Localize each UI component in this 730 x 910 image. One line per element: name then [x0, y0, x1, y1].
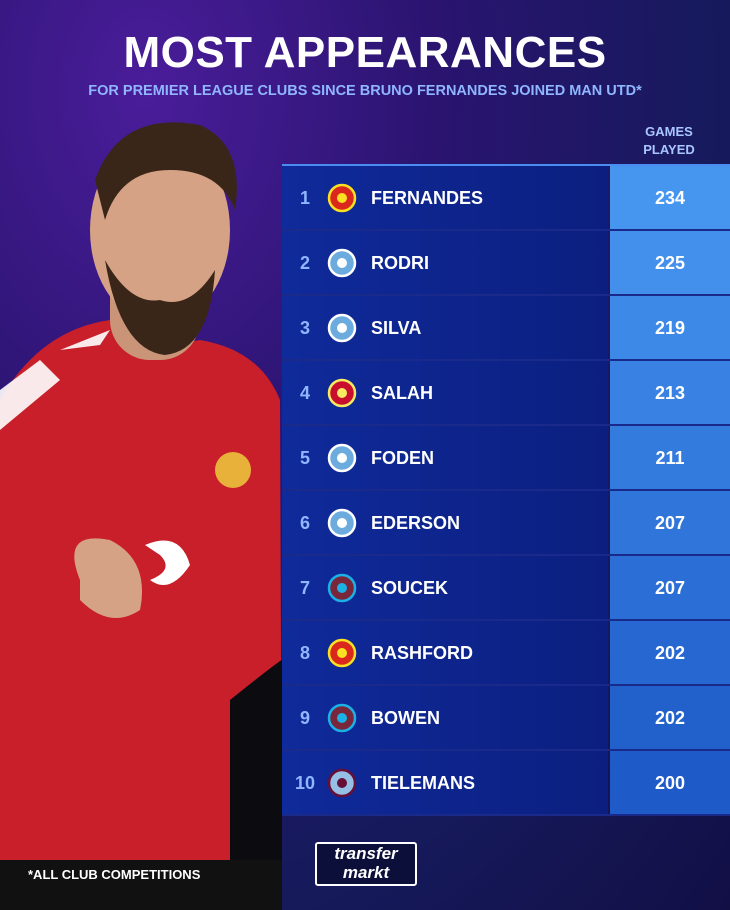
club-crest: [327, 638, 357, 668]
transfermarkt-logo: transfer markt: [315, 842, 417, 886]
row-value-cell: 225: [610, 231, 730, 294]
player-name: FERNANDES: [371, 188, 484, 208]
rank: 3: [299, 318, 310, 338]
row-left: 7 SOUCEK: [282, 556, 608, 619]
games-played: 213: [654, 383, 686, 403]
row-value-cell: 234: [610, 166, 730, 229]
rank: 1: [299, 188, 310, 208]
rank: 10: [294, 773, 316, 793]
games-played: 207: [654, 578, 686, 598]
games-played: 207: [654, 513, 686, 533]
club-crest: [327, 378, 357, 408]
rank: 4: [299, 383, 310, 403]
logo-text: transfer: [334, 844, 398, 863]
rank: 5: [299, 448, 310, 468]
row-value-cell: 211: [610, 426, 730, 489]
table-row: 1 FERNANDES 234: [282, 166, 730, 231]
row-value-cell: 207: [610, 491, 730, 554]
club-crest: [327, 183, 357, 213]
row-left: 4 SALAH: [282, 361, 608, 424]
row-value-cell: 200: [610, 751, 730, 814]
row-left: 9 BOWEN: [282, 686, 608, 749]
games-played: 200: [654, 773, 686, 793]
club-crest: [327, 573, 357, 603]
row-left: 3 SILVA: [282, 296, 608, 359]
player-name: RASHFORD: [371, 643, 473, 663]
table-row: 4 SALAH 213: [282, 361, 730, 426]
row-left: 5 FODEN: [282, 426, 608, 489]
row-left: 6 EDERSON: [282, 491, 608, 554]
player-name: SOUCEK: [371, 578, 449, 598]
row-left: 8 RASHFORD: [282, 621, 608, 684]
table-row: 10 TIELEMANS 200: [282, 751, 730, 816]
player-illustration: [0, 122, 282, 910]
rank: 9: [299, 708, 310, 728]
table-row: 5 FODEN 211: [282, 426, 730, 491]
title: MOST APPEARANCES: [123, 28, 607, 77]
club-crest: [327, 248, 357, 278]
subtitle: FOR PREMIER LEAGUE CLUBS SINCE BRUNO FER…: [88, 83, 642, 99]
rank: 8: [299, 643, 310, 663]
player-name: RODRI: [371, 253, 429, 273]
player-name: EDERSON: [371, 513, 461, 533]
column-header: GAMES PLAYED: [643, 124, 695, 157]
row-value-cell: 207: [610, 556, 730, 619]
row-left: 2 RODRI: [282, 231, 608, 294]
club-crest: [327, 768, 357, 798]
games-played: 211: [655, 448, 685, 468]
club-crest: [327, 443, 357, 473]
club-crest: [327, 508, 357, 538]
table-row: 2 RODRI 225: [282, 231, 730, 296]
logo-text: markt: [342, 863, 390, 882]
ranking-table: 1 FERNANDES 234 2 RODRI 225 3 SILVA 219 4 SALAH 213…: [282, 164, 730, 816]
row-value-cell: 202: [610, 686, 730, 749]
club-crest: [327, 703, 357, 733]
player-name: SILVA: [371, 318, 422, 338]
table-row: 3 SILVA 219: [282, 296, 730, 361]
rank: 7: [299, 578, 310, 598]
games-played: 234: [654, 188, 686, 208]
table-row: 6 EDERSON 207: [282, 491, 730, 556]
table-row: 7 SOUCEK 207: [282, 556, 730, 621]
games-played: 225: [654, 253, 686, 273]
row-left: 1 FERNANDES: [282, 166, 608, 229]
row-left: 10 TIELEMANS: [282, 751, 608, 814]
row-value-cell: 213: [610, 361, 730, 424]
games-played: 202: [654, 708, 686, 728]
rank: 2: [299, 253, 310, 273]
player-name: BOWEN: [371, 708, 440, 728]
player-name: SALAH: [371, 383, 433, 403]
rank: 6: [299, 513, 310, 533]
table-row: 9 BOWEN 202: [282, 686, 730, 751]
player-name: FODEN: [371, 448, 434, 468]
row-value-cell: 219: [610, 296, 730, 359]
table-row: 8 RASHFORD 202: [282, 621, 730, 686]
club-crest: [327, 313, 357, 343]
games-played: 219: [654, 318, 686, 338]
player-name: TIELEMANS: [371, 773, 476, 793]
games-played: 202: [654, 643, 686, 663]
footnote: *ALL CLUB COMPETITIONS: [28, 867, 201, 882]
row-value-cell: 202: [610, 621, 730, 684]
